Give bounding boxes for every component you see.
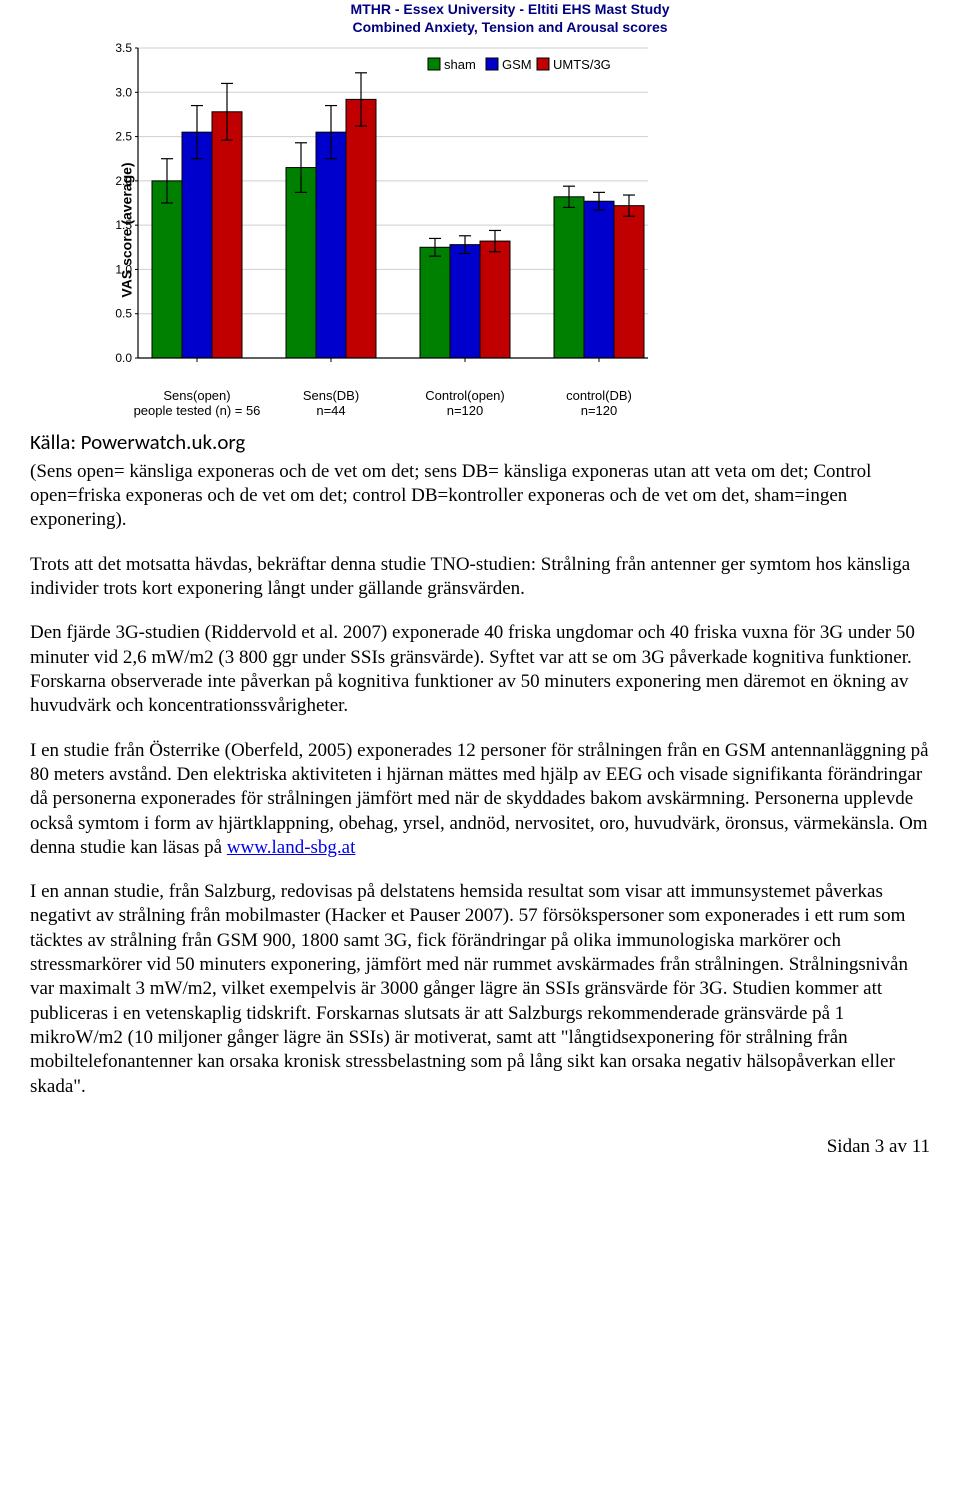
chart-xlabel: Sens(open)people tested (n) = 56 xyxy=(130,388,264,419)
chart-container: MTHR - Essex University - Eltiti EHS Mas… xyxy=(90,0,930,419)
paragraph-1: (Sens open= känsliga exponeras och de ve… xyxy=(30,460,930,533)
chart-title: MTHR - Essex University - Eltiti EHS Mas… xyxy=(90,0,930,36)
chart-xlabel: Control(open)n=120 xyxy=(398,388,532,419)
svg-text:0.0: 0.0 xyxy=(115,351,132,365)
paragraph-4-text: I en studie från Österrike (Oberfeld, 20… xyxy=(30,740,929,858)
chart-svg: 0.00.51.01.52.02.53.03.5shamGSMUMTS/3G xyxy=(90,40,690,380)
svg-text:sham: sham xyxy=(444,57,476,72)
chart-title-line1: MTHR - Essex University - Eltiti EHS Mas… xyxy=(351,1,670,17)
source-line: Källa: Powerwatch.uk.org xyxy=(30,429,930,456)
svg-text:2.5: 2.5 xyxy=(115,130,132,144)
paragraph-4: I en studie från Österrike (Oberfeld, 20… xyxy=(30,739,930,861)
svg-text:UMTS/3G: UMTS/3G xyxy=(553,57,611,72)
paragraph-2: Trots att det motsatta hävdas, bekräftar… xyxy=(30,553,930,602)
chart-xlabel: control(DB)n=120 xyxy=(532,388,666,419)
paragraph-3: Den fjärde 3G-studien (Riddervold et al.… xyxy=(30,621,930,718)
chart-ylabel: VAS score (average) xyxy=(119,162,137,297)
svg-text:GSM: GSM xyxy=(502,57,532,72)
svg-text:0.5: 0.5 xyxy=(115,307,132,321)
chart-xlabels: Sens(open)people tested (n) = 56Sens(DB)… xyxy=(90,388,690,419)
link-land-sbg[interactable]: www.land-sbg.at xyxy=(227,837,356,858)
chart-title-line2: Combined Anxiety, Tension and Arousal sc… xyxy=(352,19,667,35)
page-footer: Sidan 3 av 11 xyxy=(30,1135,930,1159)
chart-plot-wrap: VAS score (average) 0.00.51.01.52.02.53.… xyxy=(90,40,690,419)
paragraph-5: I en annan studie, från Salzburg, redovi… xyxy=(30,880,930,1099)
svg-text:3.5: 3.5 xyxy=(115,41,132,55)
chart-xlabel: Sens(DB)n=44 xyxy=(264,388,398,419)
svg-text:3.0: 3.0 xyxy=(115,86,132,100)
